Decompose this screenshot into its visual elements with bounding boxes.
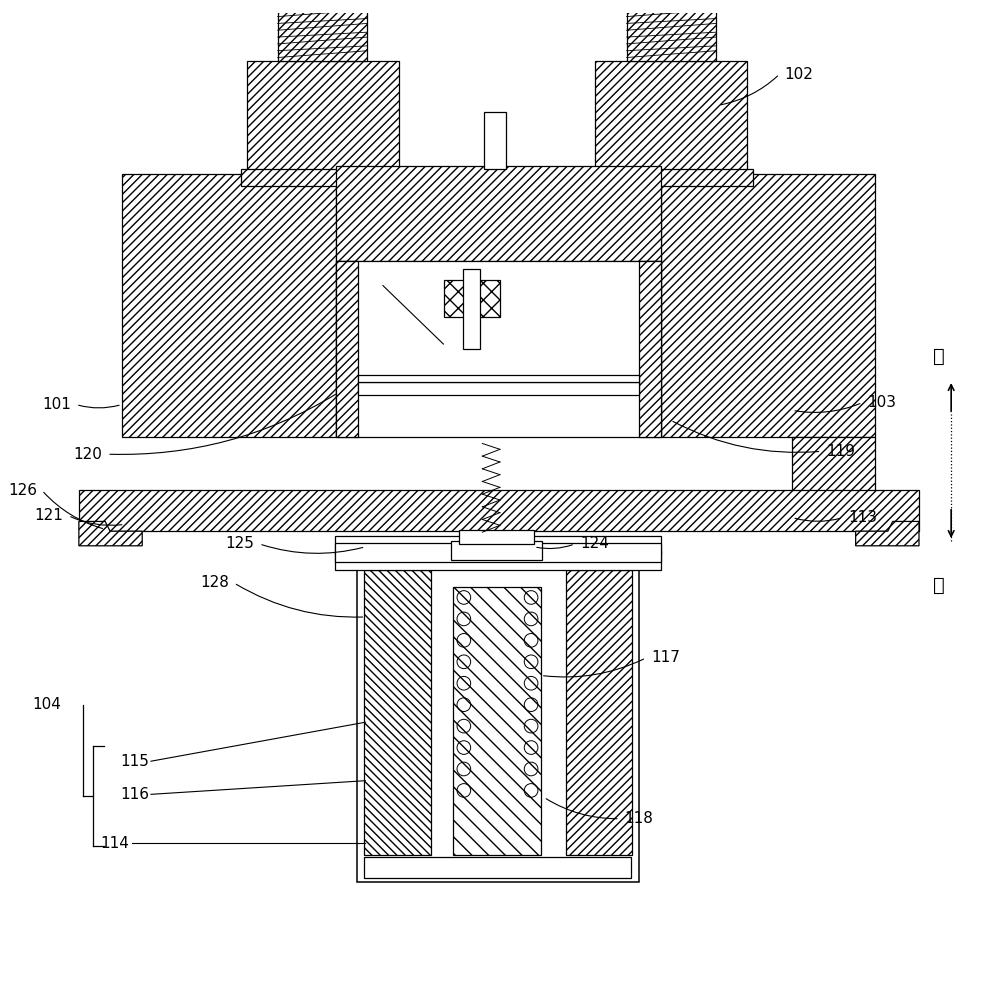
Bar: [590, 169, 753, 186]
Bar: [463, 269, 480, 349]
Text: 113: 113: [847, 510, 877, 525]
Polygon shape: [855, 521, 919, 546]
Bar: [79, 490, 919, 531]
Text: 114: 114: [101, 836, 130, 851]
Bar: [357, 382, 640, 395]
Bar: [451, 541, 542, 560]
Text: 126: 126: [8, 483, 37, 498]
Bar: [336, 536, 660, 554]
Text: 121: 121: [35, 508, 63, 523]
Bar: [277, 0, 367, 61]
Text: 104: 104: [33, 697, 61, 712]
Bar: [445, 280, 500, 317]
Polygon shape: [79, 521, 143, 546]
Text: 118: 118: [625, 811, 653, 826]
Bar: [356, 541, 640, 882]
Text: 120: 120: [73, 447, 102, 462]
Text: 103: 103: [867, 395, 896, 410]
Bar: [364, 857, 632, 878]
Bar: [566, 570, 633, 855]
Bar: [660, 174, 875, 437]
Text: 124: 124: [580, 536, 609, 551]
Text: 下: 下: [933, 576, 944, 595]
Text: 上: 上: [933, 347, 944, 366]
Bar: [241, 169, 404, 186]
Text: 116: 116: [120, 787, 149, 802]
Bar: [336, 543, 660, 562]
Bar: [337, 166, 660, 261]
Text: 102: 102: [784, 67, 814, 82]
Bar: [337, 261, 357, 437]
Text: 128: 128: [200, 575, 229, 590]
Bar: [459, 530, 534, 544]
Bar: [792, 437, 875, 500]
Text: 119: 119: [827, 444, 855, 459]
Text: 101: 101: [43, 397, 71, 412]
Bar: [336, 551, 660, 570]
Text: 115: 115: [120, 754, 149, 769]
Bar: [484, 112, 506, 169]
Bar: [364, 570, 431, 855]
Bar: [453, 587, 541, 855]
Bar: [627, 0, 717, 61]
Bar: [595, 61, 747, 178]
Bar: [337, 261, 660, 437]
Bar: [468, 546, 525, 875]
Bar: [640, 261, 660, 437]
Text: 117: 117: [651, 650, 680, 665]
Bar: [122, 174, 337, 437]
Text: 125: 125: [226, 536, 254, 551]
Bar: [357, 375, 640, 382]
Bar: [247, 61, 399, 178]
